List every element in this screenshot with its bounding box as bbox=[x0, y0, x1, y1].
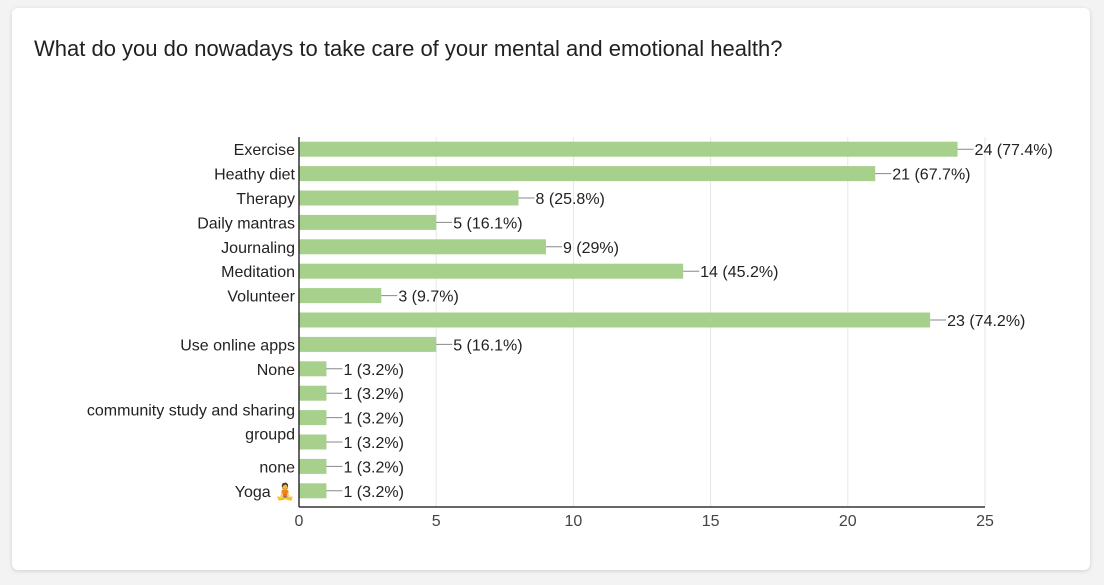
data-label: 23 (74.2%) bbox=[947, 313, 1025, 330]
category-label: Journaling bbox=[221, 240, 295, 257]
data-label: 8 (25.8%) bbox=[536, 191, 605, 208]
data-label: 3 (9.7%) bbox=[398, 289, 458, 306]
data-label: 1 (3.2%) bbox=[343, 484, 403, 501]
category-label: None bbox=[257, 362, 295, 379]
bar bbox=[299, 166, 876, 182]
data-label: 1 (3.2%) bbox=[343, 386, 403, 403]
category-label: Daily mantras bbox=[197, 215, 295, 232]
bar bbox=[299, 239, 546, 255]
data-label: 1 (3.2%) bbox=[343, 435, 403, 452]
category-label: Meditation bbox=[221, 264, 295, 281]
bar bbox=[299, 385, 327, 401]
x-tick-label: 10 bbox=[565, 513, 583, 530]
data-label: 5 (16.1%) bbox=[453, 337, 522, 354]
bar bbox=[299, 214, 437, 230]
bar bbox=[299, 263, 684, 279]
data-label: 5 (16.1%) bbox=[453, 215, 522, 232]
data-label: 14 (45.2%) bbox=[700, 264, 778, 281]
data-label: 9 (29%) bbox=[563, 240, 619, 257]
data-label: 24 (77.4%) bbox=[975, 142, 1053, 159]
bar bbox=[299, 288, 382, 304]
x-tick-label: 15 bbox=[702, 513, 720, 530]
category-label: community study and sharing groupd bbox=[87, 403, 295, 444]
category-label: Exercise bbox=[234, 142, 295, 159]
data-label: 21 (67.7%) bbox=[892, 167, 970, 184]
data-label: 1 (3.2%) bbox=[343, 362, 403, 379]
x-tick-label: 25 bbox=[976, 513, 994, 530]
bar bbox=[299, 458, 327, 474]
bar bbox=[299, 336, 437, 352]
category-label: Heathy diet bbox=[214, 167, 295, 184]
bar bbox=[299, 312, 931, 328]
category-label: Volunteer bbox=[227, 289, 295, 306]
bar bbox=[299, 190, 519, 206]
chart-title: What do you do nowadays to take care of … bbox=[34, 36, 783, 61]
x-tick-label: 5 bbox=[432, 513, 441, 530]
data-label: 1 (3.2%) bbox=[343, 459, 403, 476]
bar bbox=[299, 361, 327, 377]
category-label: Use online apps bbox=[180, 337, 295, 354]
x-tick-label: 0 bbox=[295, 513, 304, 530]
data-label: 1 (3.2%) bbox=[343, 411, 403, 428]
category-label: Therapy bbox=[236, 191, 295, 208]
category-label: Yoga 🧘 bbox=[235, 482, 295, 501]
bar bbox=[299, 141, 958, 157]
chart-card: What do you do nowadays to take care of … bbox=[12, 8, 1090, 570]
x-tick-label: 20 bbox=[839, 513, 857, 530]
bar bbox=[299, 434, 327, 450]
bar bbox=[299, 410, 327, 426]
category-label: none bbox=[259, 459, 295, 476]
bar bbox=[299, 483, 327, 499]
